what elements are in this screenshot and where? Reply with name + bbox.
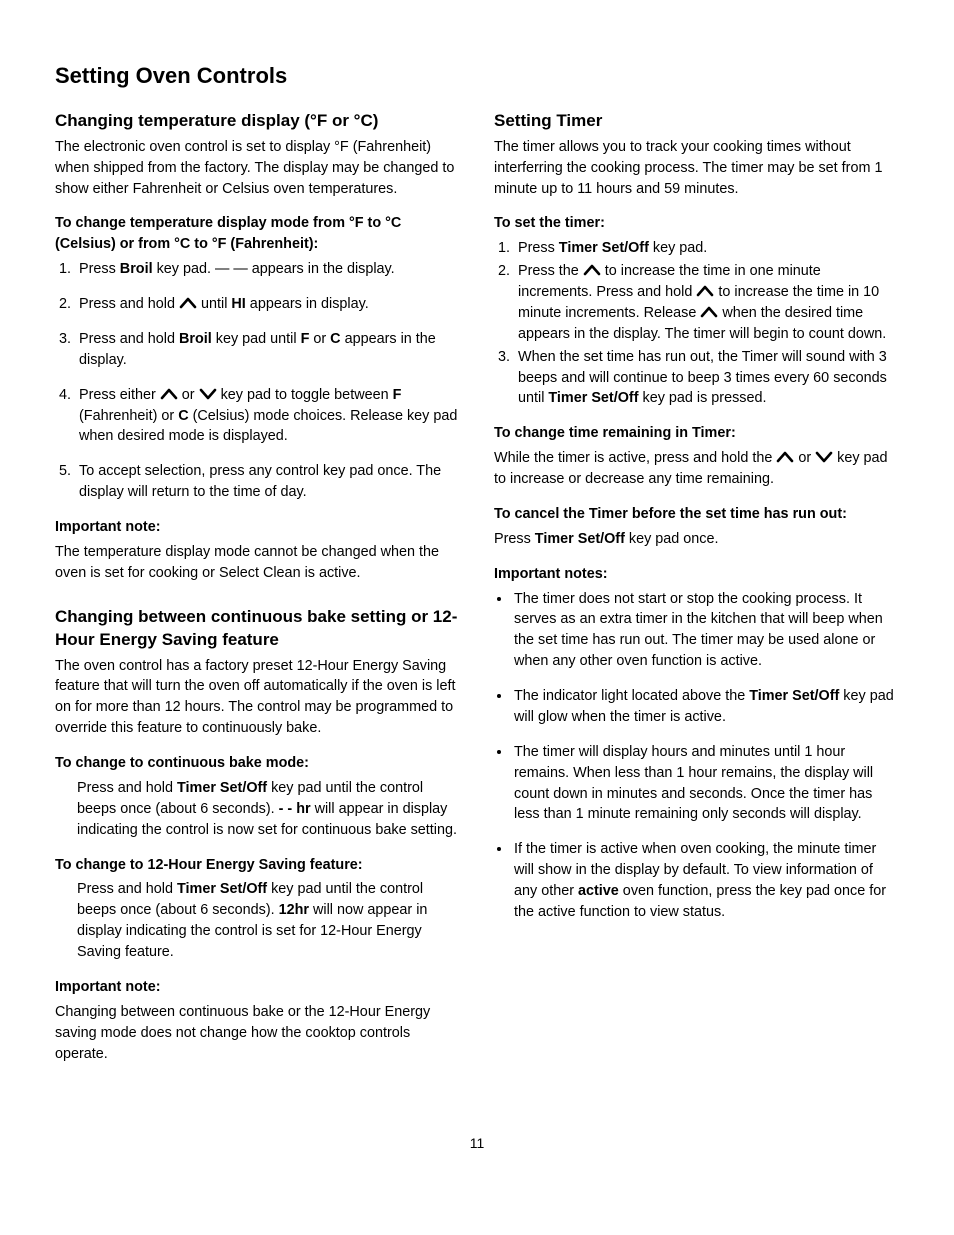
down-arrow-icon [815,451,833,463]
text: until [197,296,231,312]
bake-heading: Changing between continuous bake setting… [55,606,460,652]
page-number: 11 [55,1133,899,1153]
bake-cont-text: Press and hold Timer Set/Off key pad unt… [55,778,460,841]
timer-note-2: The indicator light located above the Ti… [512,686,899,728]
up-arrow-icon [160,388,178,400]
timer-note-1: The timer does not start or stop the coo… [512,589,899,673]
active-label: active [578,883,619,899]
bake-12hr-title: To change to 12-Hour Energy Saving featu… [55,855,460,876]
left-column: Changing temperature display (°F or °C) … [55,110,460,1079]
text: Press and hold [79,296,179,312]
text: key pad once. [625,531,719,547]
temp-step-3: Press and hold Broil key pad until F or … [75,329,460,371]
text: or [309,331,330,347]
timer-note-4: If the timer is active when oven cooking… [512,839,899,923]
temp-steps-list: Press Broil key pad. — — appears in the … [55,259,460,503]
hi-label: HI [231,296,245,312]
temp-step-1: Press Broil key pad. — — appears in the … [75,259,460,280]
text: appears in display. [246,296,369,312]
temp-note-heading: Important note: [55,517,460,538]
text: key pad is pressed. [639,390,767,406]
temp-display-intro: The electronic oven control is set to di… [55,137,460,200]
timer-cancel-text: Press Timer Set/Off key pad once. [494,529,899,550]
timer-step-2: Press the to increase the time in one mi… [514,261,899,345]
timer-change-text: While the timer is active, press and hol… [494,448,899,490]
text: key pad. [649,240,707,256]
timer-notes-heading: Important notes: [494,564,899,585]
text: or [178,387,199,403]
bake-note-text: Changing between continuous bake or the … [55,1002,460,1065]
temp-display-heading: Changing temperature display (°F or °C) [55,110,460,133]
text: Press [518,240,559,256]
timer-note-3: The timer will display hours and minutes… [512,742,899,826]
timer-step-3: When the set time has run out, the Timer… [514,347,899,410]
timer-step-1: Press Timer Set/Off key pad. [514,238,899,259]
broil-label: Broil [179,331,212,347]
broil-label: Broil [120,261,153,277]
timer-set-title: To set the timer: [494,213,899,234]
text: Press either [79,387,160,403]
right-column: Setting Timer The timer allows you to tr… [494,110,899,1079]
up-arrow-icon [776,451,794,463]
bake-intro: The oven control has a factory preset 12… [55,656,460,740]
bake-note-heading: Important note: [55,977,460,998]
timer-setoff-label: Timer Set/Off [559,240,649,256]
text: While the timer is active, press and hol… [494,450,776,466]
text: Press and hold [77,780,177,796]
down-arrow-icon [199,388,217,400]
text: or [794,450,815,466]
hr-label: - - hr [279,801,311,817]
text: Press the [518,263,583,279]
temp-steps-title: To change temperature display mode from … [55,213,460,255]
c-label: C [178,408,188,424]
timer-setoff-label: Timer Set/Off [535,531,625,547]
temp-note-text: The temperature display mode cannot be c… [55,542,460,584]
timer-intro: The timer allows you to track your cooki… [494,137,899,200]
up-arrow-icon [179,297,197,309]
page-title: Setting Oven Controls [55,60,899,92]
timer-setoff-label: Timer Set/Off [177,881,267,897]
text: Press [494,531,535,547]
text: Press and hold [77,881,177,897]
text: (Fahrenheit) or [79,408,178,424]
12hr-label: 12hr [279,902,309,918]
two-column-layout: Changing temperature display (°F or °C) … [55,110,899,1079]
timer-heading: Setting Timer [494,110,899,133]
timer-setoff-label: Timer Set/Off [548,390,638,406]
timer-change-title: To change time remaining in Timer: [494,423,899,444]
timer-steps-list: Press Timer Set/Off key pad. Press the t… [494,238,899,409]
text: key pad to toggle between [217,387,393,403]
timer-notes-list: The timer does not start or stop the coo… [494,589,899,923]
c-label: C [330,331,340,347]
timer-setoff-label: Timer Set/Off [749,688,839,704]
bake-cont-title: To change to continuous bake mode: [55,753,460,774]
text: key pad. — — appears in the display. [153,261,395,277]
temp-step-4: Press either or key pad to toggle betwee… [75,385,460,448]
up-arrow-icon [583,264,601,276]
up-arrow-icon [700,306,718,318]
temp-step-5: To accept selection, press any control k… [75,461,460,503]
text: The indicator light located above the [514,688,749,704]
text: Press and hold [79,331,179,347]
timer-setoff-label: Timer Set/Off [177,780,267,796]
temp-step-2: Press and hold until HI appears in displ… [75,294,460,315]
text: Press [79,261,120,277]
f-label: F [393,387,402,403]
text: key pad until [212,331,301,347]
timer-cancel-title: To cancel the Timer before the set time … [494,504,899,525]
up-arrow-icon [696,285,714,297]
bake-12hr-text: Press and hold Timer Set/Off key pad unt… [55,879,460,963]
